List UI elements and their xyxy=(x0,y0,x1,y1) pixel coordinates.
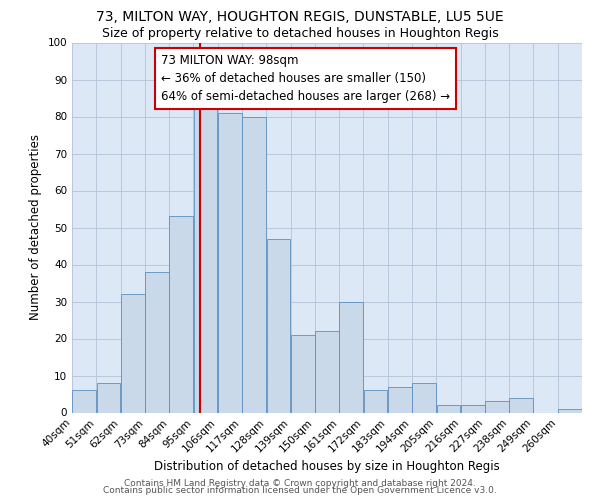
Bar xyxy=(169,216,193,412)
Bar xyxy=(291,335,314,412)
Bar xyxy=(509,398,533,412)
Text: Size of property relative to detached houses in Houghton Regis: Size of property relative to detached ho… xyxy=(101,28,499,40)
Bar xyxy=(412,383,436,412)
Bar xyxy=(97,383,120,412)
Bar xyxy=(558,409,581,412)
Bar xyxy=(73,390,96,412)
Text: 73 MILTON WAY: 98sqm
← 36% of detached houses are smaller (150)
64% of semi-deta: 73 MILTON WAY: 98sqm ← 36% of detached h… xyxy=(161,54,451,102)
Bar xyxy=(266,238,290,412)
Y-axis label: Number of detached properties: Number of detached properties xyxy=(29,134,42,320)
Bar xyxy=(388,386,412,412)
Text: 73, MILTON WAY, HOUGHTON REGIS, DUNSTABLE, LU5 5UE: 73, MILTON WAY, HOUGHTON REGIS, DUNSTABL… xyxy=(96,10,504,24)
Bar xyxy=(218,113,242,412)
Bar xyxy=(121,294,145,412)
Text: Contains HM Land Registry data © Crown copyright and database right 2024.: Contains HM Land Registry data © Crown c… xyxy=(124,478,476,488)
Bar xyxy=(485,402,509,412)
X-axis label: Distribution of detached houses by size in Houghton Regis: Distribution of detached houses by size … xyxy=(154,460,500,473)
Bar xyxy=(364,390,388,412)
Bar xyxy=(194,109,217,412)
Bar xyxy=(437,405,460,412)
Bar xyxy=(340,302,363,412)
Bar xyxy=(315,331,339,412)
Text: Contains public sector information licensed under the Open Government Licence v3: Contains public sector information licen… xyxy=(103,486,497,495)
Bar xyxy=(145,272,169,412)
Bar xyxy=(461,405,485,412)
Bar xyxy=(242,116,266,412)
